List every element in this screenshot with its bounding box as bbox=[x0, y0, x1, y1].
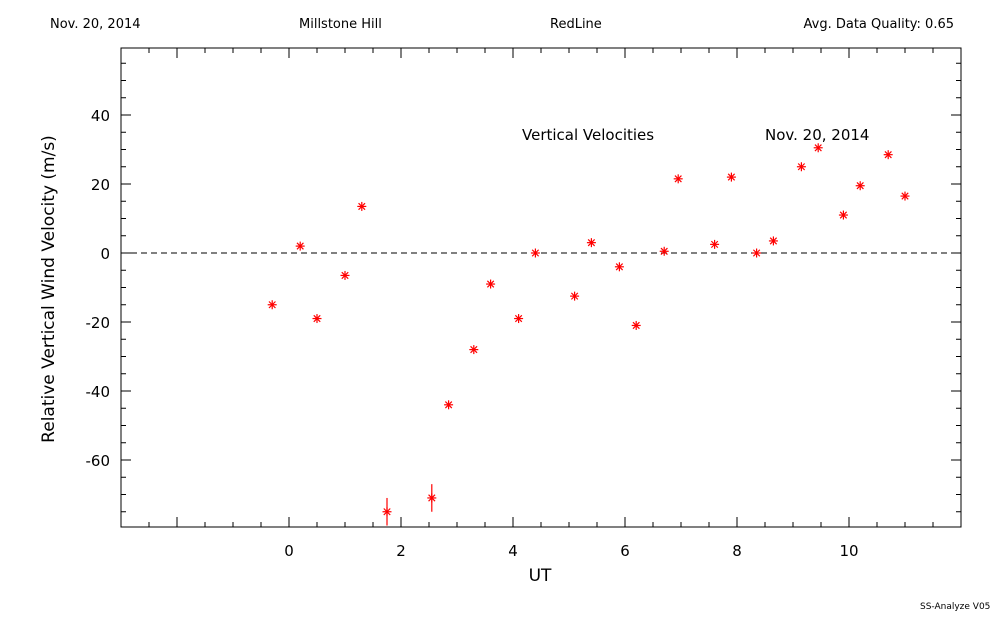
data-point-marker bbox=[340, 270, 350, 280]
software-version: SS-Analyze V05 bbox=[920, 602, 991, 612]
data-point-marker bbox=[486, 279, 496, 289]
marker-stroke bbox=[296, 242, 304, 250]
data-point-marker bbox=[659, 246, 669, 256]
y-tick-label: -20 bbox=[86, 314, 111, 332]
data-point-marker bbox=[710, 239, 720, 249]
data-points bbox=[267, 143, 910, 526]
marker-stroke bbox=[674, 175, 682, 183]
data-point-marker bbox=[900, 191, 910, 201]
data-point-marker bbox=[382, 497, 392, 526]
marker-stroke bbox=[358, 202, 366, 211]
y-tick-label: 40 bbox=[91, 107, 110, 125]
axis-ticks bbox=[120, 48, 961, 527]
data-point-marker bbox=[752, 248, 762, 258]
data-point-marker bbox=[469, 345, 479, 355]
data-point-marker bbox=[530, 248, 540, 258]
x-tick-label: 6 bbox=[620, 542, 630, 560]
data-point-marker bbox=[295, 241, 305, 251]
marker-stroke bbox=[470, 345, 478, 354]
header-station: Millstone Hill bbox=[299, 17, 382, 32]
plot-frame bbox=[120, 47, 962, 528]
y-tick-label: 0 bbox=[100, 245, 110, 263]
data-point-marker bbox=[586, 238, 596, 248]
marker-stroke bbox=[486, 280, 495, 288]
marker-stroke bbox=[710, 240, 719, 249]
x-tick-label: 2 bbox=[396, 542, 406, 560]
marker-stroke bbox=[856, 182, 864, 190]
data-point-marker bbox=[855, 181, 865, 191]
x-tick-label: 0 bbox=[284, 542, 294, 560]
data-point-marker bbox=[267, 300, 277, 310]
x-axis-label: UT bbox=[529, 566, 552, 586]
marker-stroke bbox=[839, 211, 848, 219]
marker-stroke bbox=[797, 163, 806, 171]
marker-stroke bbox=[587, 238, 596, 247]
y-tick-label: -60 bbox=[86, 452, 111, 470]
marker-stroke bbox=[814, 144, 822, 152]
header-data-quality: Avg. Data Quality: 0.65 bbox=[803, 17, 954, 32]
x-tick-label: 4 bbox=[508, 542, 518, 560]
axis-tick-labels: 22024681040200-20-40-60 bbox=[86, 107, 859, 560]
marker-stroke bbox=[570, 292, 579, 300]
annotation-title: Vertical Velocities bbox=[522, 126, 654, 144]
marker-stroke bbox=[341, 271, 349, 280]
y-tick-label: 20 bbox=[91, 176, 110, 194]
data-point-marker bbox=[444, 400, 454, 410]
marker-stroke bbox=[444, 401, 453, 409]
marker-stroke bbox=[769, 237, 778, 245]
y-tick-label: -40 bbox=[86, 383, 111, 401]
marker-stroke bbox=[884, 151, 892, 159]
marker-stroke bbox=[901, 192, 909, 200]
data-point-marker bbox=[768, 236, 778, 246]
data-point-marker bbox=[631, 320, 641, 330]
data-point-marker bbox=[427, 484, 437, 512]
marker-stroke bbox=[268, 301, 276, 309]
marker-stroke bbox=[632, 321, 640, 330]
annotation-date: Nov. 20, 2014 bbox=[765, 126, 869, 144]
data-point-marker bbox=[726, 172, 736, 182]
data-point-marker bbox=[838, 210, 848, 220]
y-axis-label: Relative Vertical Wind Velocity (m/s) bbox=[39, 135, 59, 443]
data-point-marker bbox=[357, 201, 367, 211]
data-point-marker bbox=[813, 143, 823, 153]
data-point-marker bbox=[312, 314, 322, 324]
data-point-marker bbox=[883, 150, 893, 160]
data-point-marker bbox=[614, 262, 624, 272]
data-point-marker bbox=[673, 174, 683, 184]
marker-stroke bbox=[514, 314, 523, 323]
data-point-marker bbox=[570, 291, 580, 301]
data-point-marker bbox=[796, 162, 806, 172]
marker-stroke bbox=[615, 263, 624, 271]
data-point-marker bbox=[514, 314, 524, 324]
marker-stroke bbox=[313, 314, 321, 323]
x-tick-label: 10 bbox=[839, 542, 858, 560]
marker-stroke bbox=[660, 247, 668, 255]
marker-stroke bbox=[531, 249, 540, 257]
x-tick-label: 8 bbox=[732, 542, 742, 560]
marker-stroke bbox=[727, 173, 736, 181]
marker-stroke bbox=[752, 249, 761, 257]
header-instrument: RedLine bbox=[550, 17, 602, 32]
header-date: Nov. 20, 2014 bbox=[50, 17, 141, 32]
